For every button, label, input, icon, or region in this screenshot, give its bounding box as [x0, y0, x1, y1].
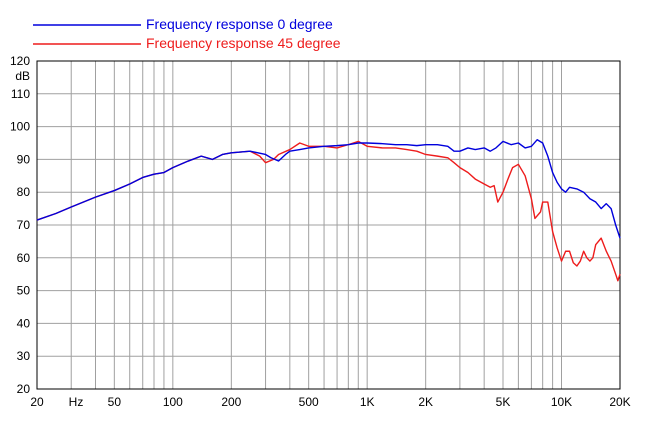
x-tick-label: 20 [30, 395, 44, 409]
y-axis-ticks: 20 30 40 50 60 70 80 90 100 110 120 [10, 54, 30, 396]
x-tick-label: 5K [496, 395, 511, 409]
x-axis-ticks: 20 50 100 200 500 1K 2K 5K 10K 20K [30, 395, 630, 409]
y-tick-label: 30 [17, 349, 31, 363]
y-tick-label: 70 [17, 218, 31, 232]
grid [36, 60, 621, 390]
plot-frame [36, 60, 621, 390]
x-tick-label: 200 [221, 395, 241, 409]
x-tick-label: 100 [163, 395, 183, 409]
y-axis-label: dB [15, 69, 30, 83]
y-tick-label: 60 [17, 251, 31, 265]
legend-label-1: Frequency response 45 degree [146, 35, 341, 51]
series-line-0 [36, 139, 621, 239]
x-tick-label: 2K [418, 395, 433, 409]
y-tick-label: 80 [17, 185, 31, 199]
x-tick-label: 50 [108, 395, 122, 409]
x-tick-label: 1K [360, 395, 375, 409]
series-layer [36, 139, 621, 282]
y-tick-label: 110 [11, 87, 30, 101]
legend-label-0: Frequency response 0 degree [146, 16, 333, 32]
y-tick-label: 90 [17, 152, 31, 166]
x-axis-label: Hz [69, 395, 84, 409]
legend: Frequency response 0 degree Frequency res… [33, 16, 341, 51]
x-tick-label: 20K [609, 395, 630, 409]
y-tick-label: 100 [10, 120, 30, 134]
y-tick-label: 40 [17, 316, 31, 330]
plot-border [36, 60, 621, 390]
x-tick-label: 10K [551, 395, 572, 409]
y-tick-label: 20 [17, 382, 31, 396]
x-tick-label: 500 [299, 395, 319, 409]
y-tick-label: 120 [10, 54, 30, 68]
y-tick-label: 50 [17, 284, 31, 298]
series-line-1 [36, 140, 621, 282]
